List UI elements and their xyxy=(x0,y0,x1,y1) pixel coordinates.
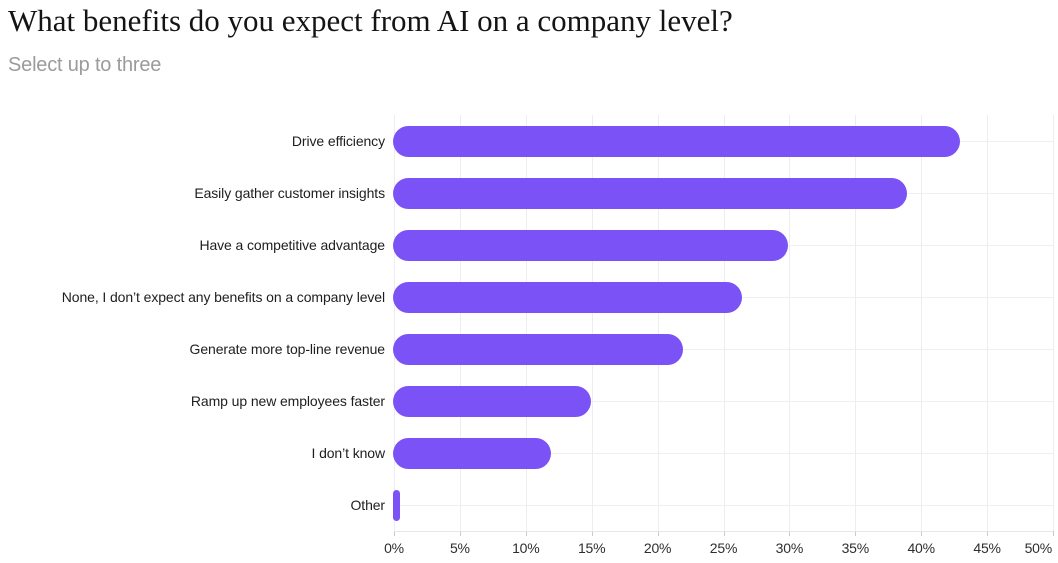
gridline-horizontal xyxy=(394,453,1053,454)
axis-tick-mark xyxy=(1053,531,1054,536)
bar xyxy=(393,177,908,209)
x-tick-label: 30% xyxy=(775,540,804,556)
gridline-horizontal xyxy=(394,401,1053,402)
bar xyxy=(393,281,743,313)
gridline-vertical xyxy=(1053,115,1054,531)
bar xyxy=(393,333,683,365)
bar xyxy=(393,229,789,261)
x-tick-label: 10% xyxy=(512,540,540,556)
axis-tick-mark xyxy=(921,531,923,536)
bar xyxy=(393,437,552,469)
category-label: None, I don’t expect any benefits on a c… xyxy=(61,289,385,305)
gridline-vertical xyxy=(855,115,857,531)
gridline-vertical xyxy=(789,115,791,531)
x-axis-line xyxy=(394,531,1053,532)
chart-title: What benefits do you expect from AI on a… xyxy=(8,3,733,38)
axis-tick-mark xyxy=(855,531,857,536)
axis-tick-mark xyxy=(657,531,659,536)
gridline-vertical xyxy=(723,115,725,531)
axis-tick-mark xyxy=(789,531,791,536)
bar xyxy=(393,489,400,521)
axis-tick-mark xyxy=(459,531,461,536)
gridline-vertical xyxy=(657,115,659,531)
axis-tick-mark xyxy=(723,531,725,536)
x-tick-label: 50% xyxy=(1024,540,1053,556)
gridline-vertical xyxy=(987,115,989,531)
category-label: Ramp up new employees faster xyxy=(190,393,385,409)
gridline-vertical xyxy=(921,115,923,531)
category-label: I don’t know xyxy=(311,445,385,461)
category-label: Have a competitive advantage xyxy=(199,237,385,253)
x-tick-label: 5% xyxy=(449,540,470,556)
category-label: Generate more top-line revenue xyxy=(189,341,386,357)
x-tick-label: 0% xyxy=(384,540,404,556)
x-tick-label: 45% xyxy=(973,540,1001,556)
gridline-vertical xyxy=(394,115,395,531)
category-label: Other xyxy=(350,497,385,513)
category-label: Drive efficiency xyxy=(291,133,385,149)
bar xyxy=(393,125,960,157)
axis-tick-mark xyxy=(987,531,989,536)
chart-subtitle: Select up to three xyxy=(8,54,162,76)
axis-tick-mark xyxy=(394,531,395,536)
gridline-horizontal xyxy=(394,349,1053,350)
bar xyxy=(393,385,591,417)
axis-tick-mark xyxy=(525,531,527,536)
gridline-vertical xyxy=(591,115,593,531)
x-tick-label: 25% xyxy=(709,540,738,556)
gridline-horizontal xyxy=(394,505,1053,506)
x-tick-label: 15% xyxy=(577,540,606,556)
category-label: Easily gather customer insights xyxy=(194,185,385,201)
x-tick-label: 20% xyxy=(643,540,672,556)
axis-tick-mark xyxy=(591,531,593,536)
gridline-vertical xyxy=(525,115,527,531)
gridline-vertical xyxy=(459,115,461,531)
x-tick-label: 35% xyxy=(841,540,870,556)
x-tick-label: 40% xyxy=(907,540,935,556)
